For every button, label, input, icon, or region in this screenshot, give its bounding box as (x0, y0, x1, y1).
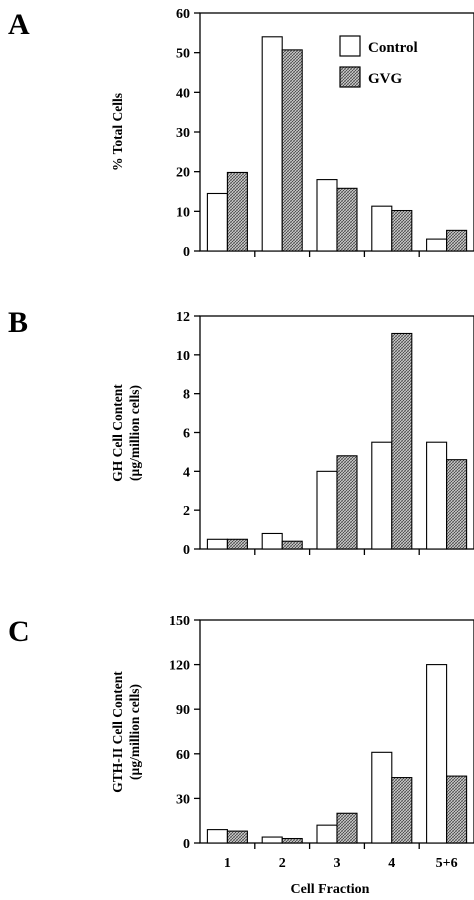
legend-control-label: Control (368, 40, 418, 56)
x-axis-label: Cell Fraction (291, 882, 370, 897)
bar-gvg-4 (391, 332, 413, 550)
legend-control-swatch (339, 35, 361, 57)
bar-gvg-4 (391, 777, 413, 844)
bar-gvg-5 (446, 459, 468, 550)
y-tick-label: 60 (176, 7, 190, 22)
bar-control-4 (371, 751, 393, 844)
panel-c-plot: 0 30 60 90 120 150 1 2 3 4 5+6 (169, 614, 474, 871)
legend-gvg-label: GVG (368, 71, 403, 87)
bar-control-4 (371, 441, 393, 550)
y-tick-label: 40 (176, 86, 190, 101)
y-tick-label: 10 (176, 205, 190, 220)
y-tick-label: 6 (183, 427, 190, 442)
y-tick-label: 2 (183, 504, 190, 519)
panel-c-y-axis-label-line2: (µg/million cells) (127, 684, 142, 780)
bar-gvg-1 (226, 830, 248, 844)
bar-gvg-2 (281, 49, 303, 252)
bar-gvg-1 (226, 171, 248, 252)
x-tick-label: 2 (279, 856, 286, 871)
x-tick-label: 5+6 (436, 856, 458, 871)
x-tick-label: 4 (388, 856, 395, 871)
bar-control-3 (316, 470, 338, 550)
x-tick-label: 1 (224, 856, 231, 871)
panel-c-y-axis-label-line1: GTH-II Cell Content (110, 671, 125, 793)
y-tick-label: 30 (176, 792, 190, 807)
y-tick-label: 150 (169, 614, 190, 629)
bar-gvg-2 (281, 837, 303, 844)
bar-control-5 (426, 441, 448, 550)
y-tick-label: 20 (176, 166, 190, 181)
panel-letter-a: A (8, 8, 30, 41)
y-tick-label: 50 (176, 47, 190, 62)
bar-gvg-3 (336, 187, 358, 252)
panel-b-y-axis-label-line1: GH Cell Content (110, 384, 125, 482)
bar-control-1 (206, 538, 228, 550)
bar-gvg-3 (336, 455, 358, 550)
panel-a-y-axis-label: % Total Cells (110, 93, 125, 171)
bar-control-2 (261, 36, 283, 252)
y-tick-label: 10 (176, 349, 190, 364)
bar-control-4 (371, 205, 393, 252)
y-tick-label: 4 (183, 465, 190, 480)
y-tick-label: 90 (176, 703, 190, 718)
legend: Control GVG (339, 35, 418, 88)
bar-gvg-2 (281, 540, 303, 550)
panel-a-plot: 0 10 20 30 40 50 60 (176, 7, 474, 260)
legend-gvg-swatch (339, 66, 361, 88)
bar-gvg-4 (391, 209, 413, 252)
panel-b-y-axis-label-line2: (µg/million cells) (127, 385, 142, 481)
bar-control-1 (206, 829, 228, 844)
bar-gvg-5 (446, 229, 468, 252)
bar-gvg-1 (226, 538, 248, 550)
bar-control-5 (426, 664, 448, 844)
panel-c: C GTH-II Cell Content (µg/million cells)… (8, 614, 474, 897)
y-tick-label: 0 (183, 245, 190, 260)
x-tick-label: 3 (334, 856, 341, 871)
y-tick-label: 0 (183, 543, 190, 558)
y-tick-label: 12 (176, 310, 190, 325)
bar-gvg-3 (336, 812, 358, 844)
bar-control-3 (316, 824, 338, 844)
bar-control-1 (206, 192, 228, 252)
bar-control-2 (261, 836, 283, 844)
panel-letter-b: B (8, 306, 28, 339)
bar-control-5 (426, 238, 448, 252)
panel-a: A % Total Cells 0 10 20 30 40 50 60 Control GV… (8, 7, 474, 260)
y-tick-label: 30 (176, 126, 190, 141)
y-tick-label: 120 (169, 659, 190, 674)
bar-control-2 (261, 532, 283, 550)
panel-b: B GH Cell Content (µg/million cells) 0 2 4… (8, 306, 474, 558)
bar-gvg-5 (446, 775, 468, 844)
y-tick-label: 8 (183, 388, 190, 403)
panel-letter-c: C (8, 615, 30, 648)
y-tick-label: 60 (176, 748, 190, 763)
panel-b-plot: 0 2 4 6 8 10 12 (176, 310, 474, 558)
y-tick-label: 0 (183, 837, 190, 852)
bar-control-3 (316, 179, 338, 252)
